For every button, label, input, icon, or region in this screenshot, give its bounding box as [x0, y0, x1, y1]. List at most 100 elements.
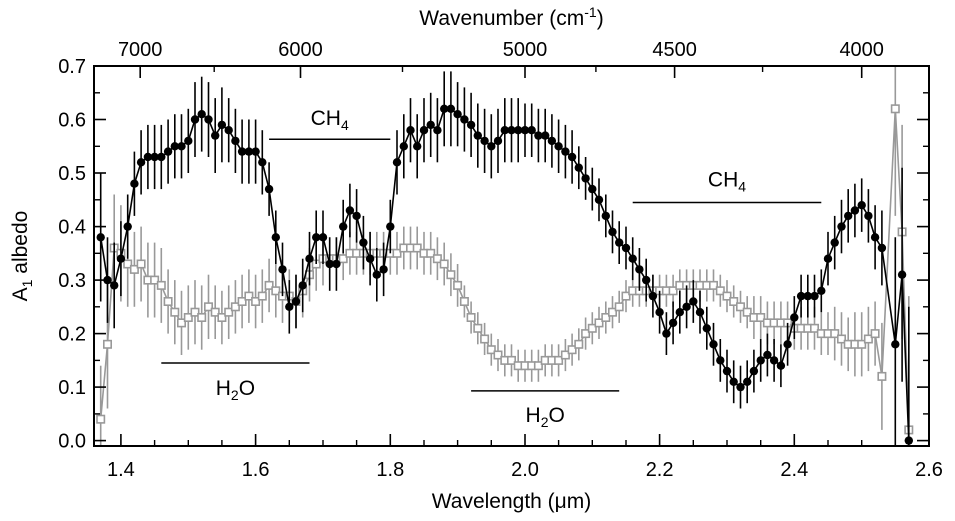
data-point [177, 142, 186, 151]
data-point [776, 361, 786, 370]
data-point [271, 286, 281, 296]
data-point [877, 371, 887, 381]
data-point [682, 302, 691, 311]
data-point [655, 308, 664, 317]
data-point [715, 286, 725, 296]
data-point [803, 291, 812, 301]
y-tick-label: 0.3 [58, 270, 86, 292]
data-point [594, 318, 604, 328]
data-point [560, 350, 570, 360]
data-point [877, 243, 887, 253]
x-tick-label: 1.8 [376, 459, 404, 481]
data-point [426, 120, 435, 130]
data-point [278, 265, 287, 274]
data-point [285, 302, 294, 311]
data-point [251, 296, 261, 306]
data-point [264, 280, 274, 290]
data-point [177, 318, 187, 328]
annotation-label-ch4-right: CH4 [708, 168, 746, 194]
data-point [211, 131, 220, 140]
data-point [716, 356, 725, 365]
data-point [230, 302, 240, 312]
data-point [506, 355, 516, 365]
data-point [729, 377, 738, 386]
data-point [345, 206, 355, 215]
data-point [607, 307, 617, 317]
data-point [183, 312, 193, 322]
data-point [729, 296, 739, 306]
data-point [587, 323, 597, 333]
data-point [533, 361, 543, 371]
top-tick-label: 4000 [839, 39, 884, 61]
annotation-label-h2o-right: H2O [526, 404, 565, 430]
data-point [567, 345, 577, 355]
data-point [830, 329, 840, 339]
data-point [184, 136, 193, 146]
y-tick-label: 0.7 [58, 56, 86, 78]
data-point [446, 270, 456, 280]
data-point [615, 238, 624, 247]
data-point [298, 281, 307, 290]
data-point [325, 259, 334, 269]
top-tick-label: 5000 [503, 39, 548, 61]
data-point [763, 350, 772, 360]
data-point [567, 152, 577, 162]
data-point [857, 339, 867, 349]
data-point [197, 110, 206, 119]
data-point [204, 115, 213, 124]
data-point [790, 313, 799, 322]
data-point [338, 254, 348, 264]
data-point [493, 350, 503, 360]
data-point [574, 339, 584, 349]
data-point [541, 131, 550, 140]
x-tick-label: 2.6 [915, 459, 943, 481]
plot-frame [93, 65, 930, 447]
data-point [863, 334, 873, 344]
data-point [749, 366, 759, 376]
data-point [271, 233, 280, 242]
data-point [143, 152, 153, 162]
data-point [702, 324, 711, 333]
data-point [608, 227, 617, 237]
data-point [96, 414, 106, 424]
x-axis-title: Wavelength (μm) [432, 490, 592, 513]
data-point [493, 136, 503, 146]
data-point [837, 222, 846, 231]
data-point [332, 259, 341, 269]
data-point [594, 195, 604, 204]
data-point [190, 115, 200, 124]
annotation-label-h2o-left: H2O [216, 377, 255, 403]
data-point [426, 248, 436, 258]
data-point [291, 297, 301, 306]
data-point [352, 211, 361, 221]
data-point [110, 281, 119, 290]
data-point [96, 233, 105, 242]
data-point [136, 259, 146, 269]
data-point [756, 356, 765, 365]
data-point [413, 142, 422, 151]
data-point [534, 131, 543, 140]
data-point [581, 174, 590, 183]
data-point [736, 382, 745, 392]
data-point [116, 254, 126, 263]
x-tick-label: 2.2 [646, 459, 674, 481]
data-point [399, 142, 408, 151]
data-point [668, 318, 678, 328]
series-filled-circles [96, 71, 913, 446]
data-point [648, 291, 658, 301]
data-point [743, 377, 752, 386]
data-point [769, 356, 779, 365]
data-point [486, 345, 496, 355]
data-point [601, 312, 611, 322]
data-point [817, 286, 826, 295]
data-point [103, 275, 112, 285]
data-point [460, 115, 469, 124]
data-point [372, 270, 381, 279]
data-point [258, 158, 267, 167]
data-point [170, 307, 180, 317]
x-tick-label: 1.4 [107, 459, 135, 481]
data-point [695, 308, 705, 317]
data-point [614, 302, 624, 312]
data-point [642, 275, 651, 285]
data-point [446, 104, 456, 114]
